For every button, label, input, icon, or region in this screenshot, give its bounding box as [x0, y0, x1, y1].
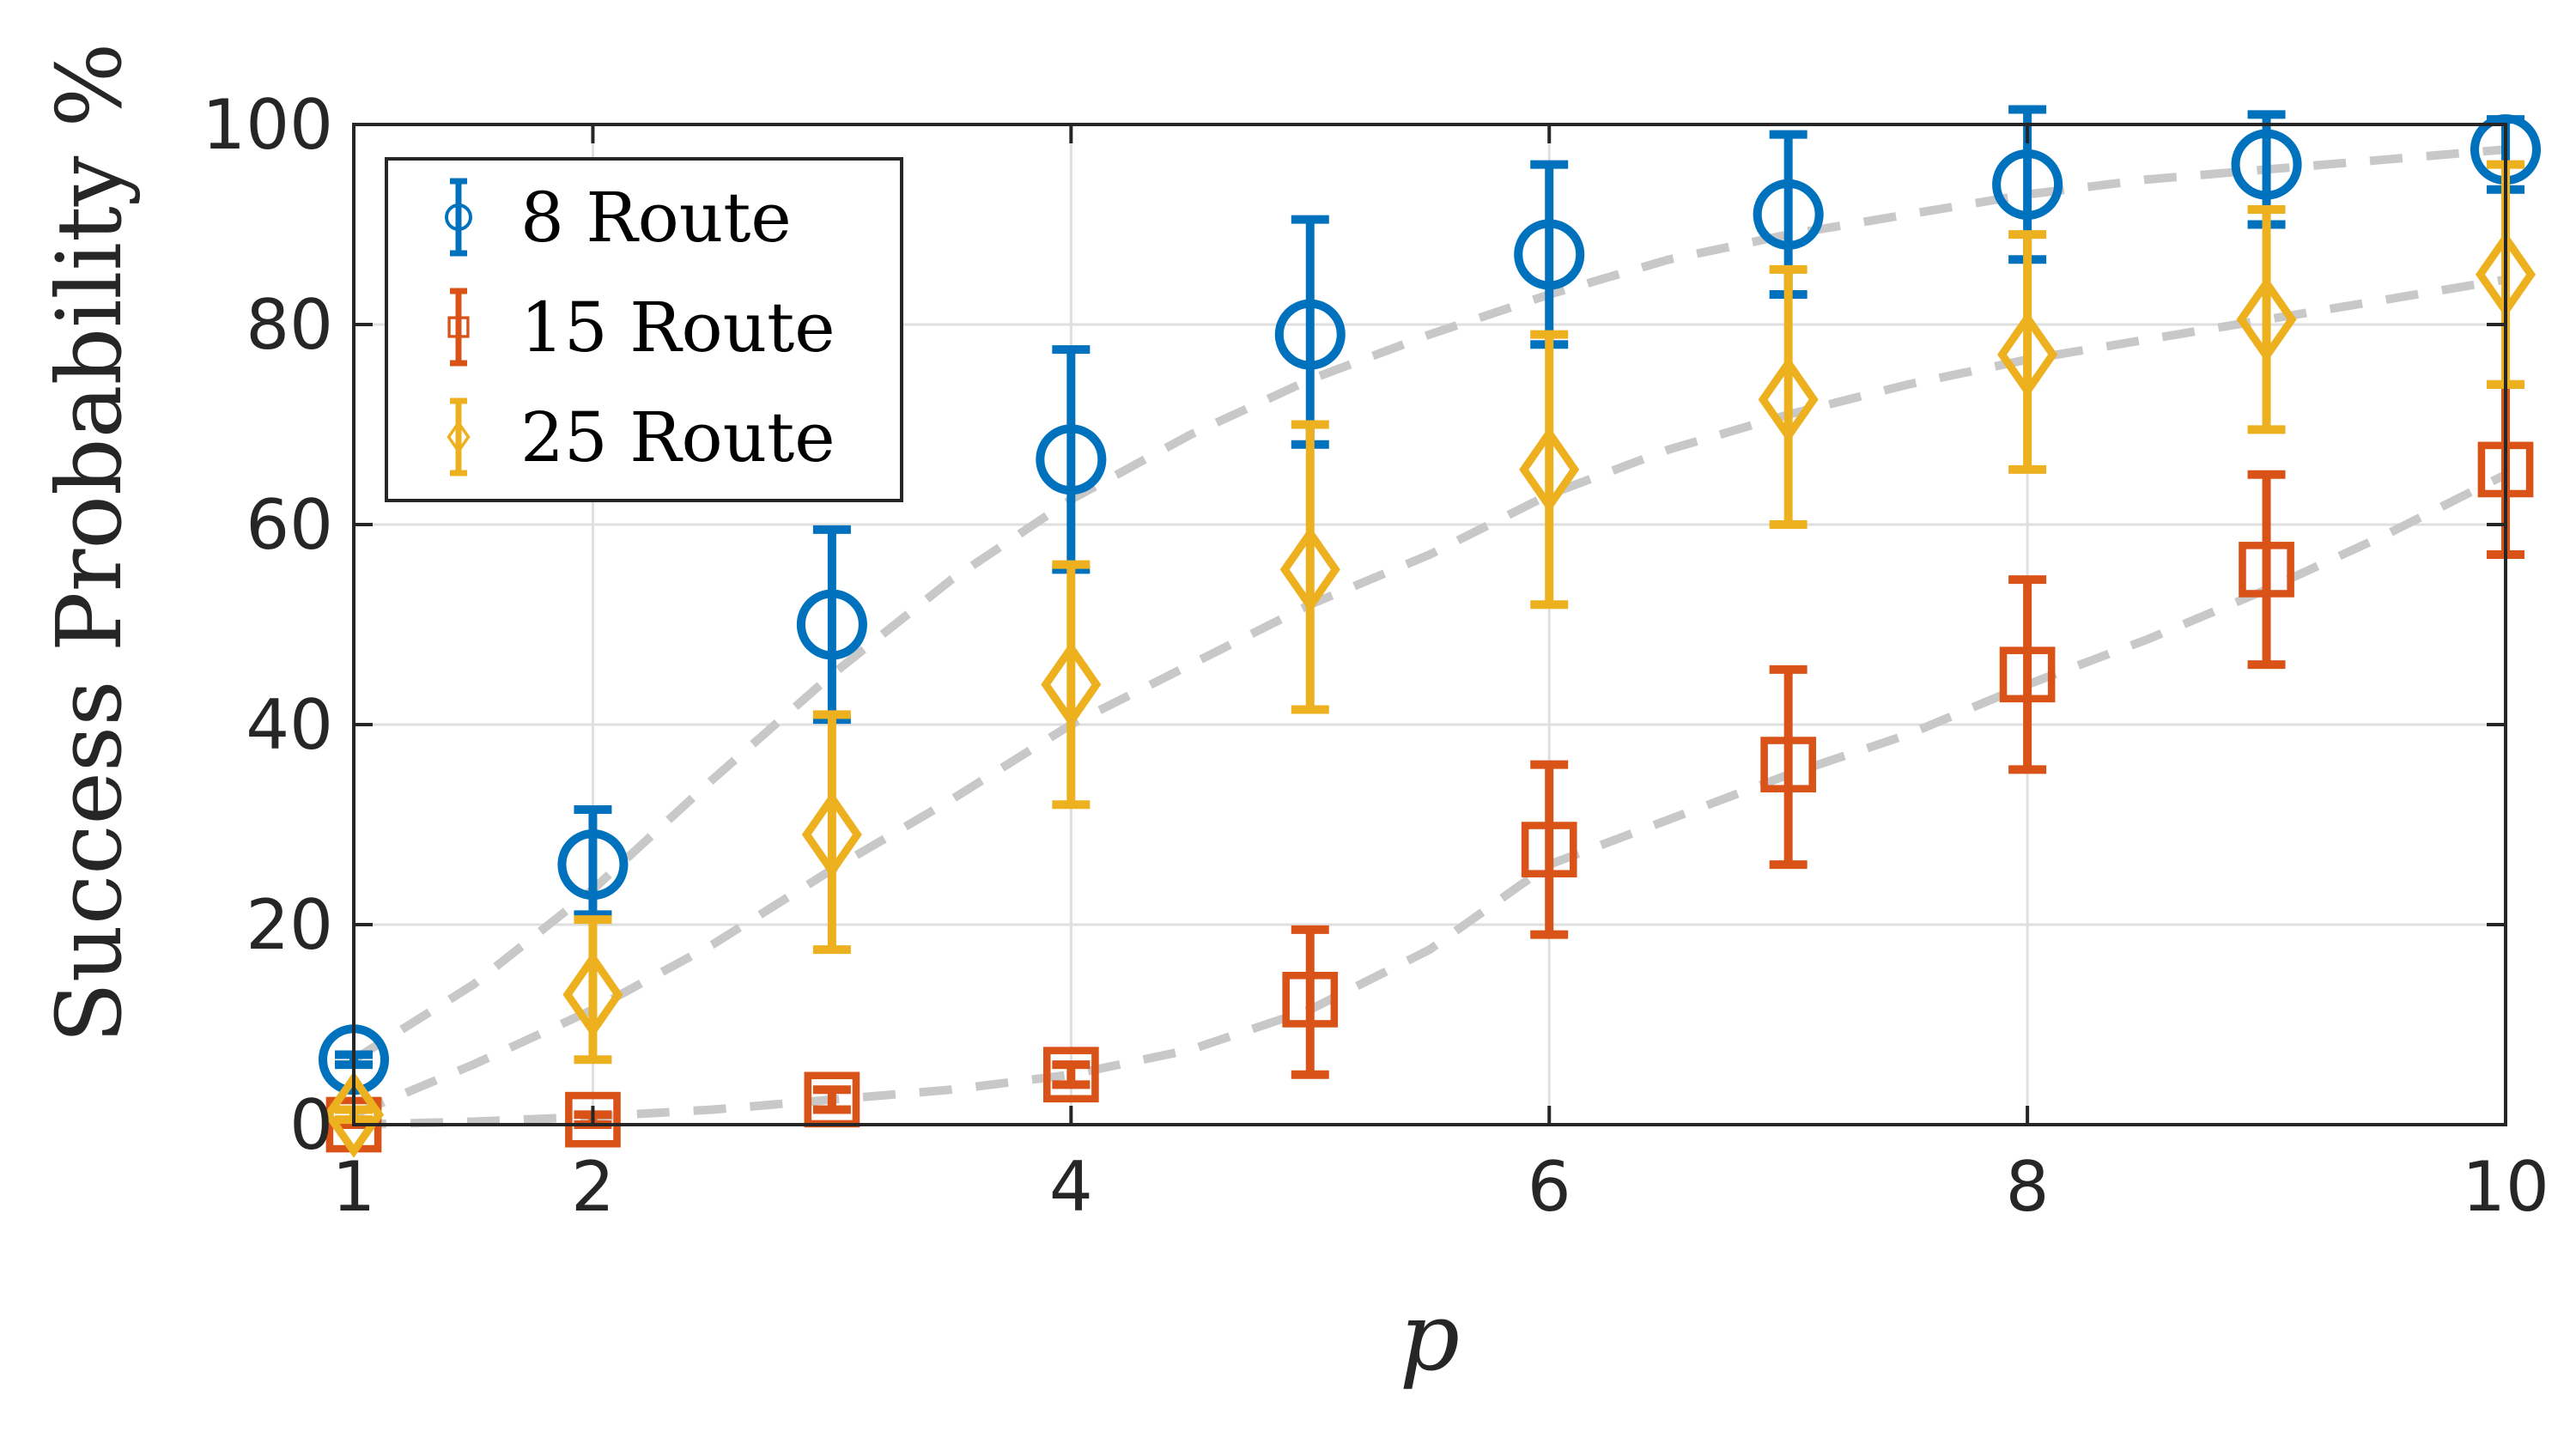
data-point: [1999, 646, 2056, 703]
error-bar: [1291, 925, 1329, 1079]
series-2: [323, 160, 2537, 1158]
error-bar: [812, 1085, 851, 1114]
legend-marker: [447, 420, 471, 454]
data-point: [1519, 426, 1580, 513]
x-tick-label: 8: [2006, 1147, 2050, 1227]
error-bar: [2008, 230, 2047, 474]
data-point: [1758, 355, 1819, 443]
x-tick-label: 10: [2462, 1147, 2549, 1227]
data-point: [565, 1091, 621, 1148]
data-point: [1282, 972, 1339, 1028]
error-bar: [1052, 560, 1091, 810]
error-bar: [1291, 420, 1329, 714]
y-tick-label: 60: [246, 485, 333, 565]
data-point: [1521, 822, 1577, 877]
data-point: [562, 951, 623, 1038]
legend-marker: [447, 316, 470, 338]
x-axis-title: p: [1400, 1282, 1460, 1392]
legend-item: 25 Route: [447, 397, 835, 477]
y-tick-label: 0: [289, 1085, 333, 1165]
error-bar: [1530, 760, 1569, 939]
legend-marker: [445, 203, 472, 231]
data-point: [323, 1071, 385, 1158]
y-tick-label: 40: [246, 685, 333, 765]
data-point: [1514, 219, 1585, 290]
x-tick-label: 6: [1528, 1147, 1571, 1227]
fit-line-series-1: [353, 470, 2508, 1129]
data-point: [1036, 424, 1107, 495]
data-point: [1041, 640, 1102, 728]
fit-lines: [351, 145, 2508, 1129]
error-bar: [1052, 1060, 1091, 1089]
data-point: [1997, 311, 2058, 398]
data-point: [1274, 299, 1346, 370]
error-bar: [1769, 264, 1807, 529]
x-tick-label: 4: [1049, 1147, 1093, 1227]
data-point: [796, 589, 867, 660]
data-point: [801, 791, 862, 878]
data-point: [1279, 525, 1340, 613]
y-axis-title: Success Probability %: [37, 43, 142, 1044]
x-tick-label: 2: [571, 1147, 615, 1227]
y-tick-label: 20: [246, 885, 333, 965]
plot-frame: [352, 123, 2507, 1126]
error-bar: [812, 710, 851, 955]
y-tick-label: 80: [246, 285, 333, 365]
legend: 8 Route 15 Route 25 Route: [385, 157, 903, 502]
data-point: [2236, 276, 2297, 363]
data-point: [1753, 179, 1824, 250]
legend-label: 15 Route: [520, 288, 835, 367]
error-bar: [2247, 205, 2286, 434]
error-bar: [2247, 470, 2286, 670]
error-bar: [2008, 575, 2047, 774]
legend-label: 8 Route: [520, 178, 792, 258]
data-point: [1760, 737, 1817, 792]
error-bar: [1769, 664, 1807, 870]
y-tick-label: 100: [202, 85, 333, 165]
x-tick-label: 1: [332, 1147, 376, 1227]
data-point: [2239, 542, 2294, 598]
legend-item: 8 Route: [445, 178, 792, 258]
series-layer: [318, 105, 2542, 1158]
legend-item: 15 Route: [447, 288, 835, 367]
data-point: [1992, 149, 2063, 220]
legend-box: [385, 157, 903, 502]
error-bar: [1530, 330, 1569, 610]
fit-line-series-2: [352, 275, 2506, 1119]
fit-line-series-0: [351, 145, 2506, 1064]
data-point: [2231, 129, 2302, 200]
data-point: [557, 829, 629, 901]
data-point: [1042, 1047, 1099, 1103]
legend-label: 25 Route: [520, 397, 835, 477]
